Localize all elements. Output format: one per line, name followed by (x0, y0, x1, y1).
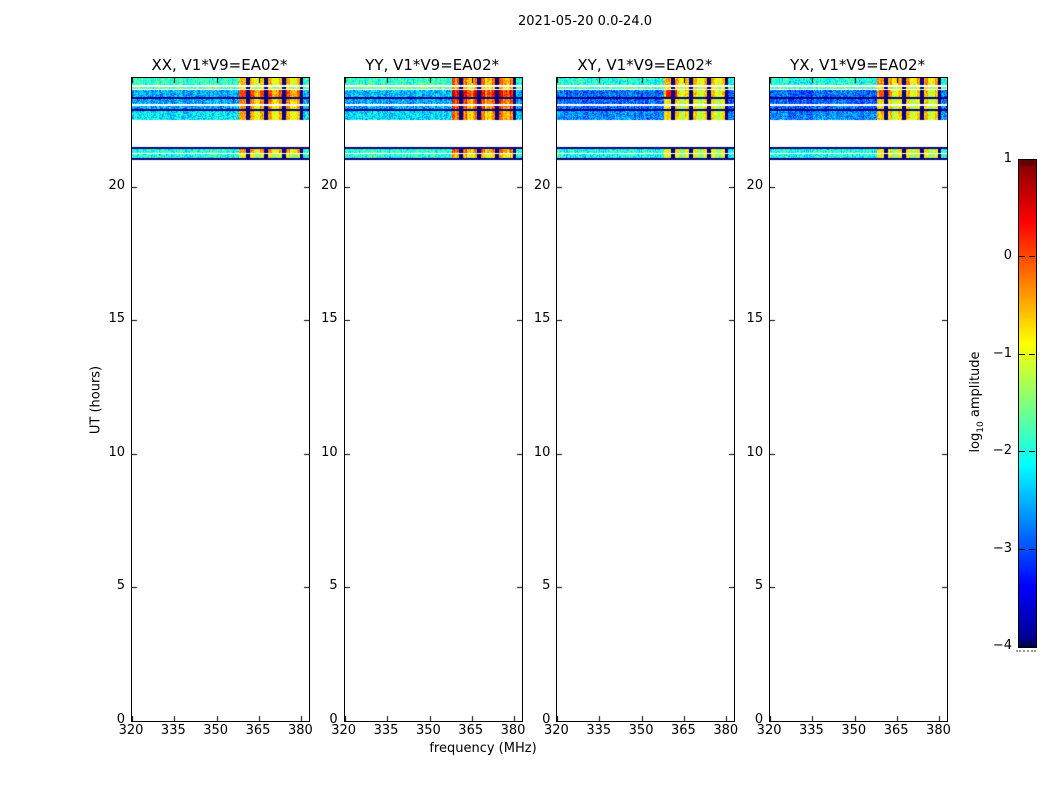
colorbar-tick-label: −3 (992, 540, 1012, 556)
x-tick-label: 320 (331, 723, 357, 738)
colorbar-tick-mark (1019, 451, 1025, 452)
panel-title: XY, V1*V9=EA02* (577, 56, 713, 74)
x-tick-label: 320 (543, 723, 569, 738)
x-tick-label: 335 (586, 723, 612, 738)
y-tick-label: 10 (108, 444, 125, 460)
panel-title: YY, V1*V9=EA02* (365, 56, 500, 74)
spectrogram-image (343, 77, 523, 722)
colorbar-tick-label: −4 (992, 638, 1012, 653)
y-tick-label: 20 (746, 177, 764, 193)
y-tick-label: 5 (754, 578, 764, 594)
x-tick-label: 380 (287, 723, 313, 738)
x-tick-label: 365 (458, 723, 484, 738)
y-tick-label: 20 (108, 177, 125, 193)
y-tick-label: 5 (542, 578, 551, 594)
y-tick-label: 10 (533, 444, 551, 460)
y-tick-label: 20 (321, 177, 338, 193)
x-tick-label: 365 (245, 723, 271, 738)
colorbar-tick-mark (1019, 159, 1025, 160)
colorbar-tick-mark (1019, 256, 1025, 257)
x-tick-label: 365 (883, 723, 909, 738)
x-tick-label: 335 (799, 723, 824, 738)
colorbar-label: log10 amplitude (968, 351, 986, 452)
y-tick-label: 15 (746, 311, 764, 327)
spectrogram-image (556, 77, 736, 722)
x-tick-label: 350 (203, 723, 229, 738)
colorbar-tick-label: 0 (1003, 248, 1012, 264)
y-axis-label: UT (hours) (88, 365, 104, 435)
x-axis-label: frequency (MHz) (429, 741, 537, 756)
colorbar-extend-dots (1016, 650, 1036, 652)
colorbar-tick-mark (1019, 354, 1025, 355)
colorbar-tick-label: −2 (992, 443, 1012, 459)
y-tick-label: 0 (542, 712, 551, 727)
figure-title: 2021-05-20 0.0-24.0 (518, 14, 652, 29)
colorbar-label-subscript: 10 (975, 421, 986, 433)
x-tick-label: 350 (841, 723, 867, 738)
colorbar-tick-mark (1029, 549, 1035, 550)
y-tick-label: 15 (533, 311, 551, 327)
colorbar-tick-mark (1029, 646, 1035, 647)
colorbar-tick-mark (1029, 256, 1035, 257)
spectrogram-image (131, 77, 310, 722)
colorbar-label-text: log (968, 432, 984, 453)
y-tick-label: 10 (321, 444, 338, 460)
y-tick-label: 15 (108, 311, 125, 327)
y-tick-label: 10 (746, 444, 764, 460)
y-tick-label: 0 (116, 712, 125, 727)
x-tick-label: 380 (926, 723, 951, 738)
y-tick-label: 0 (329, 712, 338, 727)
x-tick-label: 380 (713, 723, 739, 738)
panel-title: XX, V1*V9=EA02* (151, 56, 288, 74)
colorbar-label-suffix: amplitude (968, 351, 984, 422)
spectrogram-image (769, 77, 949, 722)
colorbar-tick-mark (1019, 549, 1025, 550)
colorbar-gradient (1018, 159, 1037, 648)
x-tick-label: 380 (500, 723, 526, 738)
colorbar-tick-mark (1029, 451, 1035, 452)
colorbar-tick-mark (1029, 159, 1035, 160)
colorbar-tick-mark (1019, 646, 1025, 647)
y-tick-label: 5 (329, 578, 338, 594)
panel-title: YX, V1*V9=EA02* (790, 56, 926, 74)
y-tick-label: 15 (321, 311, 338, 327)
x-tick-label: 350 (415, 723, 441, 738)
y-tick-label: 20 (533, 177, 551, 193)
colorbar-tick-label: −1 (992, 345, 1012, 361)
x-tick-label: 335 (160, 723, 186, 738)
x-tick-label: 365 (671, 723, 696, 738)
x-tick-label: 350 (628, 723, 654, 738)
y-tick-label: 5 (116, 578, 125, 594)
x-tick-label: 320 (118, 723, 144, 738)
x-tick-label: 320 (756, 723, 782, 738)
y-tick-label: 0 (754, 712, 764, 727)
colorbar-tick-label: 1 (1003, 151, 1012, 166)
x-tick-label: 335 (373, 723, 399, 738)
colorbar-tick-mark (1029, 354, 1035, 355)
